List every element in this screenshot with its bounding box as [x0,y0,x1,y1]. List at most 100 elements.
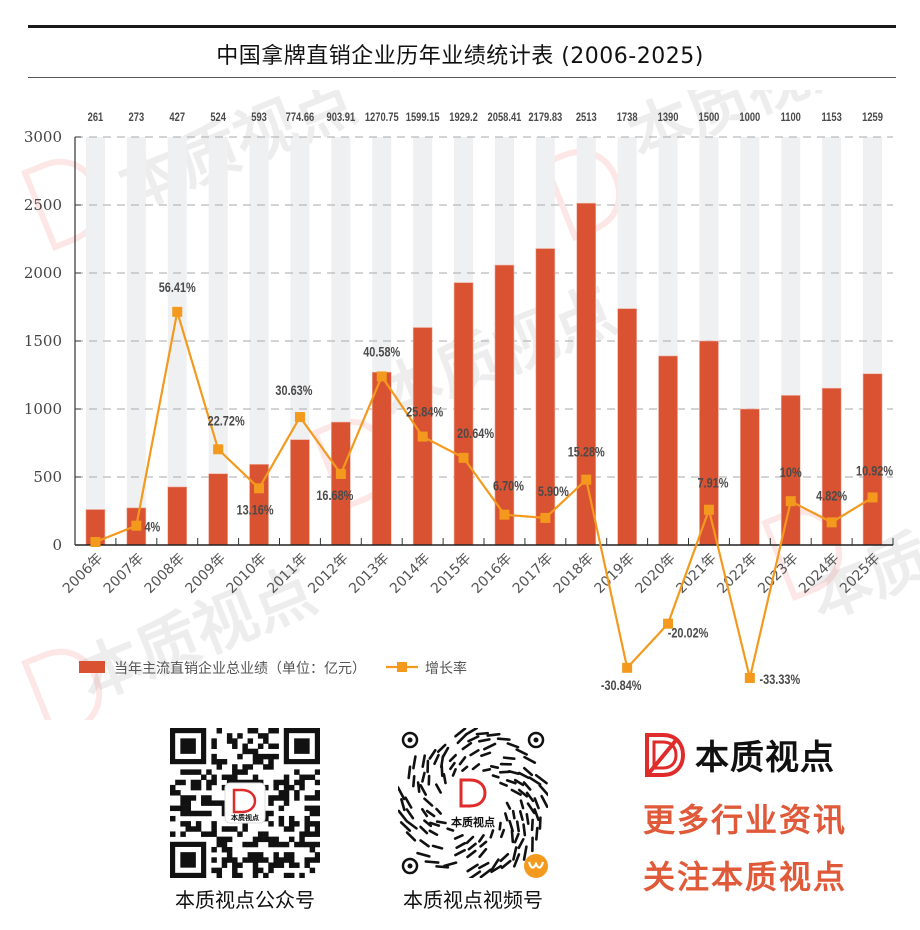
bar [453,282,474,546]
bar-value-label: 774.66 [286,111,315,124]
growth-rate-label: 10% [780,465,802,481]
growth-rate-label: 16.68% [316,488,353,504]
svg-text:本质视点: 本质视点 [451,815,495,829]
x-tick-label: 2018年 [551,551,597,597]
legend-bar-label: 当年主流直销企业总业绩（单位：亿元） [114,660,366,677]
growth-rate-line [90,306,878,683]
line-marker [376,371,387,382]
chart-canvas: 本质视点本质视点本质视点本质视点本质视点05001000150020002500… [21,90,920,720]
bar-value-label: 1500 [699,111,720,124]
line-marker [458,452,469,463]
bar-value-label: 1000 [739,111,760,124]
qr-video-account: 本质视点 本质视点视频号 [388,728,558,913]
bar-value-label: 427 [169,111,185,124]
growth-rate-label: -20.02% [668,625,709,641]
bar [658,355,678,546]
x-axis: 2006年2007年2008年2009年2010年2011年2012年2013年… [60,538,894,597]
bar-value-labels: 261 273 427 524 593 774.66 903.91 1270.75 1599.1… [88,111,883,124]
title-top-rule [28,25,896,28]
x-tick-label: 2016年 [469,551,515,597]
gridlines [75,136,893,478]
line-marker [294,412,305,423]
x-tick-label: 2015年 [428,551,474,597]
legend-bar-swatch-icon [79,661,105,673]
growth-rate-label: -33.33% [760,672,801,688]
bar [208,473,228,546]
y-tick-label: 500 [33,468,62,486]
bar [535,248,556,546]
bar-value-label: 2058.41 [488,111,522,124]
growth-rate-label: 56.41% [159,280,196,296]
y-tick-label: 1500 [24,332,62,350]
bar [862,373,883,546]
x-tick-label: 2017年 [510,551,556,597]
growth-rate-labels: 4% 56.41% 22.72% 13.16% 30.63% 16.68% 40.58% 25… [144,280,893,694]
bar [740,408,760,546]
growth-rate-label: 4.82% [816,488,847,504]
bar-value-label: 1929.2 [449,111,478,124]
qr-code-icon: 本质视点 [170,728,320,878]
brand-logo: 本质视点 [643,730,835,779]
line-marker [867,492,878,503]
bar-value-label: 524 [210,111,226,124]
growth-rate-label: -30.84% [601,678,642,694]
bar-value-label: 1153 [822,111,842,124]
qr-video-account-caption: 本质视点视频号 [403,888,543,912]
title-bottom-rule [28,77,896,78]
line-marker [213,444,224,455]
bar-value-label: 1259 [862,111,883,124]
bar-value-label: 1738 [617,111,638,124]
x-tick-label: 2007年 [101,551,147,597]
line-marker [581,474,592,485]
line-marker [622,662,633,673]
growth-rate-label: 40.58% [363,344,400,360]
legend-line-swatch-icon [397,662,407,672]
bar-value-label: 2179.83 [528,111,562,124]
bar-value-label: 261 [88,111,104,124]
x-tick-label: 2019年 [592,551,638,597]
qr-official-account: 本质视点 本质视点公众号 [160,728,330,913]
bar-value-label: 2513 [576,111,597,124]
line-marker [663,618,674,629]
bar [576,202,597,546]
line-marker [826,517,837,528]
bar [331,421,351,546]
line-marker [744,672,755,683]
line-marker [703,504,714,515]
bar-value-label: 1100 [781,111,801,124]
bar-value-label: 1270.75 [365,111,399,124]
growth-rate-label: 13.16% [237,502,274,518]
growth-rate-label: 15.28% [568,444,605,460]
line-marker [90,537,101,547]
qr-official-account-caption: 本质视点公众号 [175,888,315,912]
growth-rate-label: 20.64% [457,426,494,442]
bar [617,308,637,546]
growth-rate-label: 30.63% [275,383,312,399]
growth-rate-label: 7.91% [697,475,728,491]
line-marker [785,496,796,507]
growth-rate-label: 6.70% [493,478,524,494]
bar [167,486,188,546]
slogan-more-news: 更多行业资讯 [643,801,848,839]
growth-rate-label: 10.92% [856,463,893,479]
brand-logo-icon [645,732,686,777]
svg-text:本质视点: 本质视点 [230,813,259,822]
line-marker [131,520,142,531]
chart-title: 中国拿牌直销企业历年业绩统计表 (2006-2025) [216,44,704,69]
y-tick-label: 3000 [24,128,62,146]
growth-rate-label: 25.84% [406,404,443,420]
line-marker [335,468,346,479]
bar-value-label: 1390 [658,111,679,124]
legend: 当年主流直销企业总业绩（单位：亿元） 增长率 [79,660,467,677]
bar [494,264,515,546]
legend-line-label: 增长率 [425,660,467,677]
y-tick-label: 2500 [24,196,62,214]
growth-rate-label: 22.72% [208,413,245,429]
mini-program-code-icon: 本质视点 [398,728,548,878]
x-tick-label: 2014年 [387,551,433,597]
x-tick-label: 2008年 [142,551,188,597]
bar-value-label: 273 [129,111,145,124]
x-tick-label: 2006年 [60,551,106,597]
bar-value-label: 903.91 [327,111,356,124]
growth-rate-label: 4% [144,519,160,535]
